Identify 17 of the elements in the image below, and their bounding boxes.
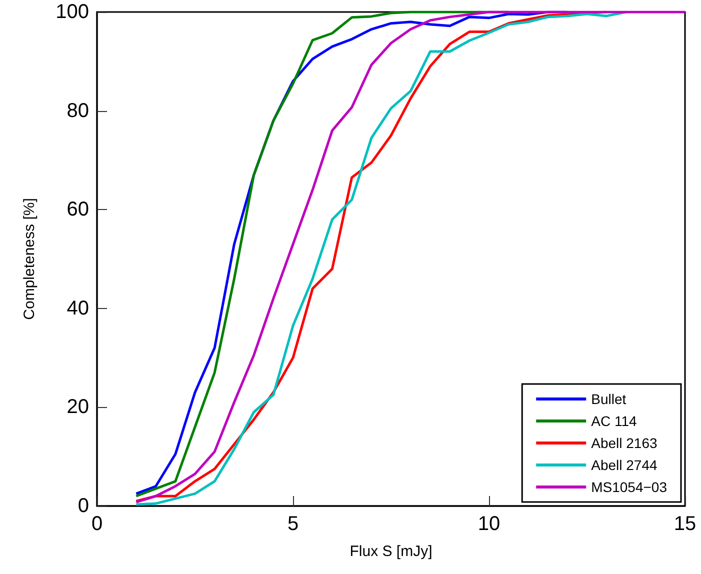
y-tick-label: 20	[66, 396, 89, 418]
y-tick-label: 100	[56, 1, 89, 23]
y-tick-label: 40	[66, 297, 89, 320]
legend-label: Bullet	[591, 391, 626, 407]
y-tick-label: 0	[78, 495, 89, 517]
x-tick-label: 15	[674, 513, 696, 535]
legend-label: Abell 2163	[591, 435, 658, 451]
y-tick-label: 60	[66, 198, 89, 221]
legend-label: Abell 2744	[591, 457, 658, 473]
x-tick-label: 10	[478, 513, 500, 535]
x-tick-label: 5	[287, 513, 299, 535]
y-tick-label: 80	[66, 100, 89, 122]
x-axis-title: Flux S [mJy]	[350, 543, 432, 560]
legend-label: AC 114	[591, 413, 637, 429]
x-tick-label: 0	[91, 513, 103, 535]
y-axis-title: Completeness [%]	[21, 198, 38, 320]
legend-label: MS1054−03	[591, 479, 668, 495]
